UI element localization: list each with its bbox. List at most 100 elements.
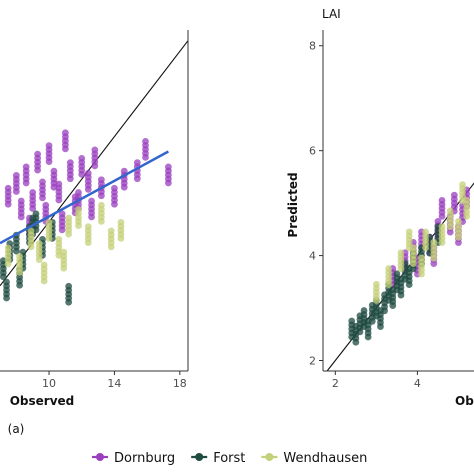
legend-label: Dornburg bbox=[114, 451, 175, 466]
legend-item-dornburg: Dornburg bbox=[92, 451, 175, 466]
panel-a-point bbox=[107, 243, 115, 251]
panel-a-point bbox=[12, 188, 20, 195]
panel-a-point bbox=[91, 162, 99, 170]
legend-item-forst: Forst bbox=[191, 451, 245, 466]
panel-b-point bbox=[405, 244, 413, 252]
panel-a-point bbox=[4, 200, 12, 208]
panel-b-x-tick-label: 4 bbox=[414, 377, 421, 390]
panel-b-point bbox=[455, 239, 462, 247]
panel-a-point bbox=[29, 205, 37, 212]
panel-a-point bbox=[16, 281, 24, 289]
panel-b-y-ticks: 2 4 6 8 bbox=[309, 40, 323, 368]
panel-a-point bbox=[61, 145, 69, 153]
panel-a-x-tick-label: 10 bbox=[42, 377, 56, 390]
panel-b-point bbox=[352, 338, 360, 346]
panel-b-point bbox=[409, 260, 417, 267]
panel-b-point bbox=[418, 270, 425, 278]
panel-a-point bbox=[0, 273, 7, 281]
panel-a-point bbox=[97, 192, 105, 200]
panel-b-point bbox=[385, 281, 393, 288]
panel-b-point bbox=[405, 281, 413, 288]
legend-label: Wendhausen bbox=[283, 451, 367, 466]
panel-b-points bbox=[326, 181, 474, 372]
panel-b-point bbox=[368, 317, 376, 325]
panel-a: 10 14 18 Observed (a) bbox=[0, 30, 189, 436]
panel-b-point bbox=[422, 244, 430, 252]
panel-a-point bbox=[22, 179, 30, 187]
panel-b-point bbox=[381, 307, 388, 315]
panel-a-point bbox=[75, 222, 82, 229]
panel-a-point bbox=[84, 185, 92, 193]
panel-a-point bbox=[55, 196, 63, 204]
panel-b-point bbox=[364, 333, 372, 341]
panel-b-point bbox=[409, 265, 417, 273]
legend-item-wendhausen: Wendhausen bbox=[261, 451, 367, 466]
panel-a-point bbox=[40, 277, 48, 285]
panel-b-y-tick-label: 6 bbox=[309, 145, 316, 158]
panel-b-y-tick-label: 4 bbox=[309, 250, 316, 263]
panel-a-point bbox=[45, 234, 53, 242]
panel-a-fit-line bbox=[0, 150, 169, 245]
panel-a-point bbox=[60, 264, 68, 272]
panel-a-point bbox=[45, 158, 53, 166]
panel-a-x-tick-label: 18 bbox=[173, 377, 187, 390]
panel-a-point bbox=[117, 234, 125, 242]
panel-a-points bbox=[0, 40, 189, 306]
panel-a-point bbox=[111, 200, 118, 208]
panel-b-title: LAI bbox=[322, 7, 341, 21]
panel-a-point bbox=[84, 239, 92, 247]
panel-b-point bbox=[397, 265, 405, 273]
panel-a-point bbox=[97, 217, 105, 225]
panel-a-point bbox=[12, 247, 20, 255]
panel-b-y-tick-label: 8 bbox=[309, 40, 316, 53]
panel-b-x-label: Observed bbox=[455, 394, 474, 408]
panel-a-x-tick-label: 14 bbox=[107, 377, 121, 390]
legend-key-point bbox=[195, 453, 204, 461]
panel-b-point bbox=[438, 212, 446, 220]
panel-a-point bbox=[27, 243, 35, 251]
panel-b-point bbox=[446, 228, 454, 236]
panel-a-point bbox=[58, 226, 66, 234]
panel-b-point bbox=[389, 302, 397, 309]
panel-a-x-ticks: 10 14 18 bbox=[42, 371, 187, 390]
panel-b-y-tick-label: 2 bbox=[309, 355, 316, 368]
panel-b-point bbox=[397, 291, 405, 299]
legend-key-point bbox=[265, 453, 274, 461]
panel-a-point bbox=[3, 294, 10, 302]
panel-b-point bbox=[377, 323, 384, 330]
panel-b-point bbox=[455, 233, 462, 241]
panel-a-point bbox=[65, 298, 73, 306]
panel-a-point bbox=[133, 175, 141, 183]
panel-b-y-label: Predicted bbox=[286, 172, 300, 237]
panel-b-point bbox=[438, 239, 446, 247]
panel-a-point bbox=[78, 171, 86, 178]
legend-label: Forst bbox=[213, 451, 245, 466]
panel-a-point bbox=[88, 213, 95, 221]
panel-a-point bbox=[142, 153, 149, 161]
panel-a-series-wendhausen bbox=[4, 201, 125, 285]
panel-a-point bbox=[4, 260, 12, 268]
panel-a-point bbox=[34, 166, 41, 174]
panel-a-point bbox=[17, 213, 25, 221]
panel-a-point bbox=[66, 175, 74, 183]
panel-b-series-wendhausen bbox=[372, 181, 471, 304]
panel-a-point bbox=[164, 179, 172, 187]
panel-a-point bbox=[39, 194, 46, 202]
panel-b-point bbox=[356, 328, 364, 336]
panel-b-point bbox=[372, 296, 380, 304]
legend-key-point bbox=[96, 453, 104, 461]
panel-b-point bbox=[463, 212, 471, 220]
panel-a-label: (a) bbox=[8, 422, 25, 436]
panel-a-point bbox=[120, 183, 128, 191]
panel-a-point bbox=[65, 230, 73, 238]
panel-b-point bbox=[446, 223, 454, 231]
panel-a-x-label: Observed bbox=[10, 394, 75, 408]
panel-a-point bbox=[35, 256, 43, 264]
panel-a-point bbox=[16, 269, 24, 276]
panel-b-point bbox=[430, 254, 438, 262]
panel-b-x-tick-label: 2 bbox=[332, 377, 339, 390]
legend: Dornburg Forst Wendhausen bbox=[92, 451, 367, 466]
